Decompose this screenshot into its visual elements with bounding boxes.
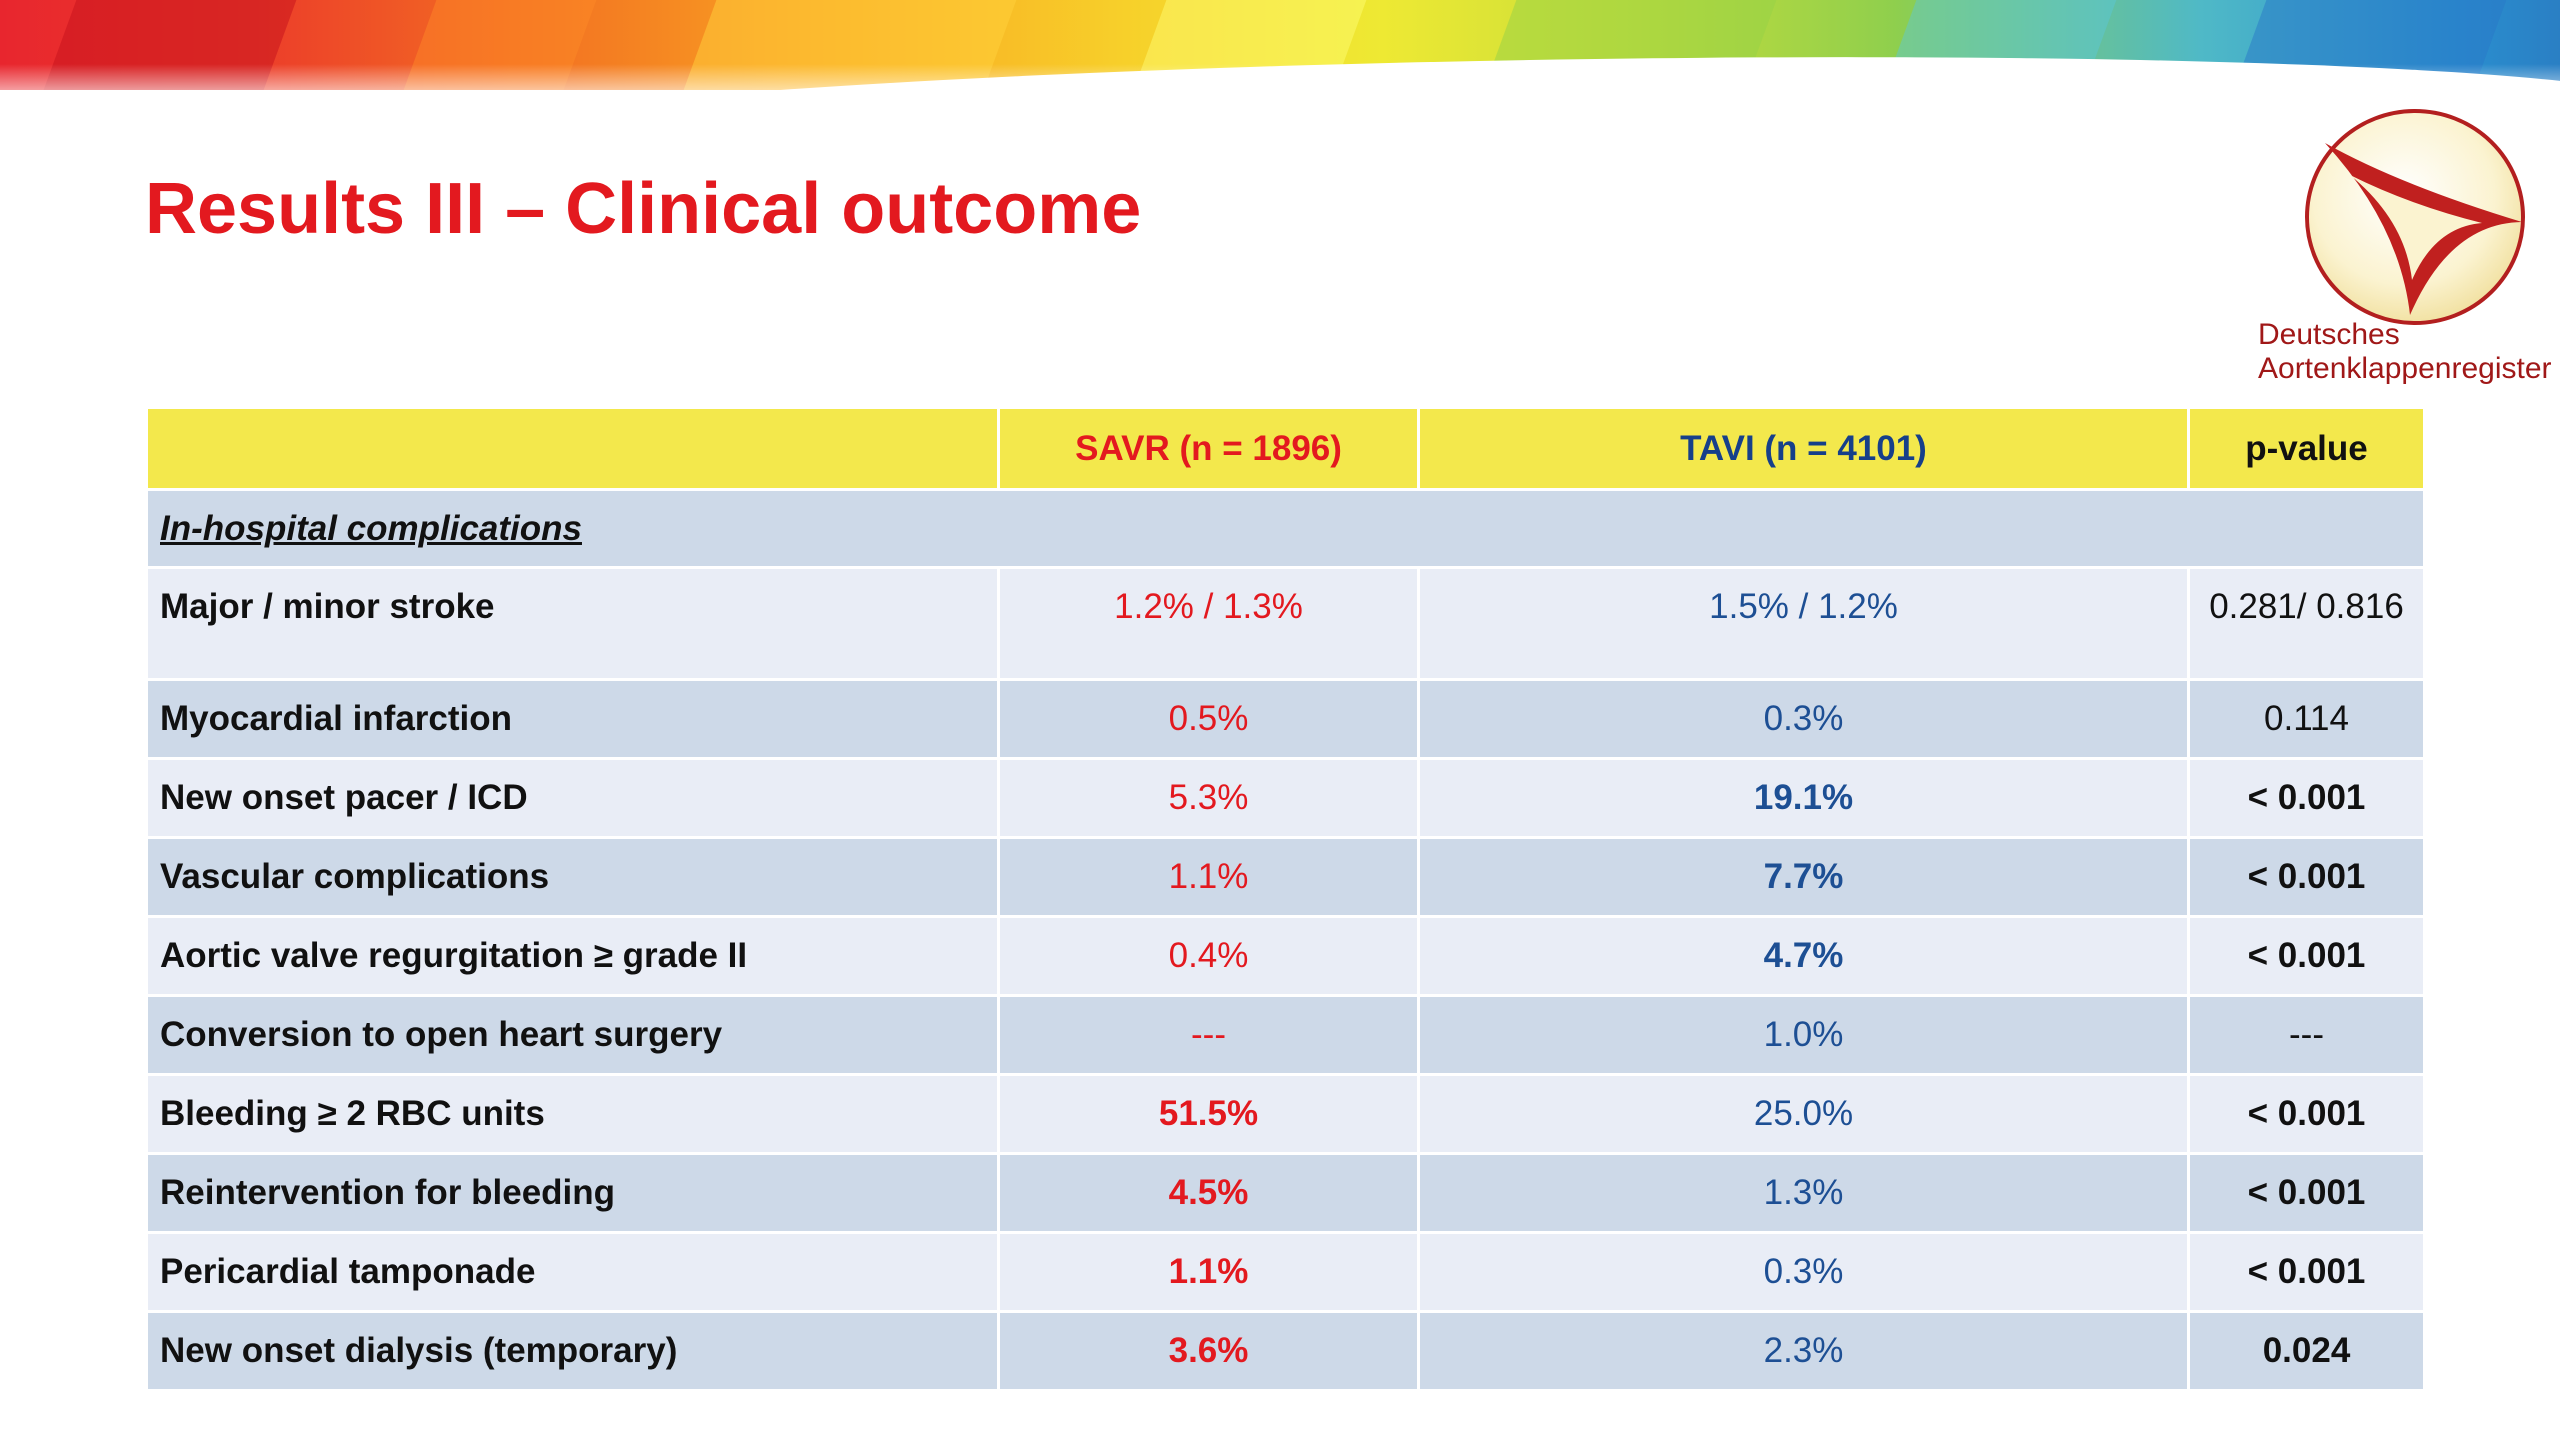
tavi-value: 7.7%: [1417, 836, 2190, 918]
row-label: Myocardial infarction: [145, 678, 1000, 760]
row-label: Aortic valve regurgitation ≥ grade II: [145, 915, 1000, 997]
p-value: < 0.001: [2187, 757, 2426, 839]
aortic-valve-logo-icon: [2305, 109, 2525, 325]
p-value: ---: [2187, 994, 2426, 1076]
header-p-value: p-value: [2187, 406, 2426, 491]
table-row: Pericardial tamponade 1.1% 0.3% < 0.001: [145, 1231, 2426, 1313]
row-label: New onset dialysis (temporary): [145, 1310, 1000, 1392]
slide-title: Results III – Clinical outcome: [145, 169, 1142, 249]
table-row: Bleeding ≥ 2 RBC units 51.5% 25.0% < 0.0…: [145, 1073, 2426, 1155]
table-header-row: SAVR (n = 1896) TAVI (n = 4101) p-value: [145, 406, 2426, 491]
tavi-value: 1.5% / 1.2%: [1417, 566, 2190, 681]
p-value: < 0.001: [2187, 1073, 2426, 1155]
header-empty: [145, 406, 1000, 491]
section-row: In-hospital complications: [145, 488, 2426, 569]
header-tavi: TAVI (n = 4101): [1417, 406, 2190, 491]
row-label: Conversion to open heart surgery: [145, 994, 1000, 1076]
table-row: Vascular complications 1.1% 7.7% < 0.001: [145, 836, 2426, 918]
p-value: < 0.001: [2187, 836, 2426, 918]
row-label: Pericardial tamponade: [145, 1231, 1000, 1313]
table-row: Conversion to open heart surgery --- 1.0…: [145, 994, 2426, 1076]
table-row: New onset dialysis (temporary) 3.6% 2.3%…: [145, 1310, 2426, 1392]
row-label: Reintervention for bleeding: [145, 1152, 1000, 1234]
section-label: In-hospital complications: [145, 488, 2426, 569]
savr-value: 5.3%: [997, 757, 1420, 839]
table-row: Reintervention for bleeding 4.5% 1.3% < …: [145, 1152, 2426, 1234]
table-row: Major / minor stroke 1.2% / 1.3% 1.5% / …: [145, 566, 2426, 681]
tavi-value: 0.3%: [1417, 678, 2190, 760]
table-row: Myocardial infarction 0.5% 0.3% 0.114: [145, 678, 2426, 760]
row-label: Major / minor stroke: [145, 566, 1000, 681]
savr-value: 1.1%: [997, 1231, 1420, 1313]
savr-value: 1.1%: [997, 836, 1420, 918]
logo-wordmark: Deutsches Aortenklappenregister: [2258, 318, 2552, 386]
savr-value: 0.4%: [997, 915, 1420, 997]
tavi-value: 1.0%: [1417, 994, 2190, 1076]
table-row: New onset pacer / ICD 5.3% 19.1% < 0.001: [145, 757, 2426, 839]
tavi-value: 1.3%: [1417, 1152, 2190, 1234]
header-savr: SAVR (n = 1896): [997, 406, 1420, 491]
p-value: < 0.001: [2187, 1231, 2426, 1313]
savr-value: 3.6%: [997, 1310, 1420, 1392]
savr-value: ---: [997, 994, 1420, 1076]
row-label: New onset pacer / ICD: [145, 757, 1000, 839]
color-banner: [0, 0, 2560, 90]
table-row: Aortic valve regurgitation ≥ grade II 0.…: [145, 915, 2426, 997]
p-value: 0.281/ 0.816: [2187, 566, 2426, 681]
row-label: Bleeding ≥ 2 RBC units: [145, 1073, 1000, 1155]
logo-line-1: Deutsches: [2258, 318, 2400, 351]
savr-value: 51.5%: [997, 1073, 1420, 1155]
p-value: 0.024: [2187, 1310, 2426, 1392]
savr-value: 4.5%: [997, 1152, 1420, 1234]
outcome-table: SAVR (n = 1896) TAVI (n = 4101) p-value …: [145, 406, 2426, 1392]
tavi-value: 19.1%: [1417, 757, 2190, 839]
tavi-value: 4.7%: [1417, 915, 2190, 997]
savr-value: 0.5%: [997, 678, 1420, 760]
p-value: < 0.001: [2187, 915, 2426, 997]
tavi-value: 25.0%: [1417, 1073, 2190, 1155]
tavi-value: 0.3%: [1417, 1231, 2190, 1313]
p-value: 0.114: [2187, 678, 2426, 760]
tavi-value: 2.3%: [1417, 1310, 2190, 1392]
p-value: < 0.001: [2187, 1152, 2426, 1234]
savr-value: 1.2% / 1.3%: [997, 566, 1420, 681]
logo-line-2: Aortenklappenregister: [2258, 352, 2552, 385]
row-label: Vascular complications: [145, 836, 1000, 918]
